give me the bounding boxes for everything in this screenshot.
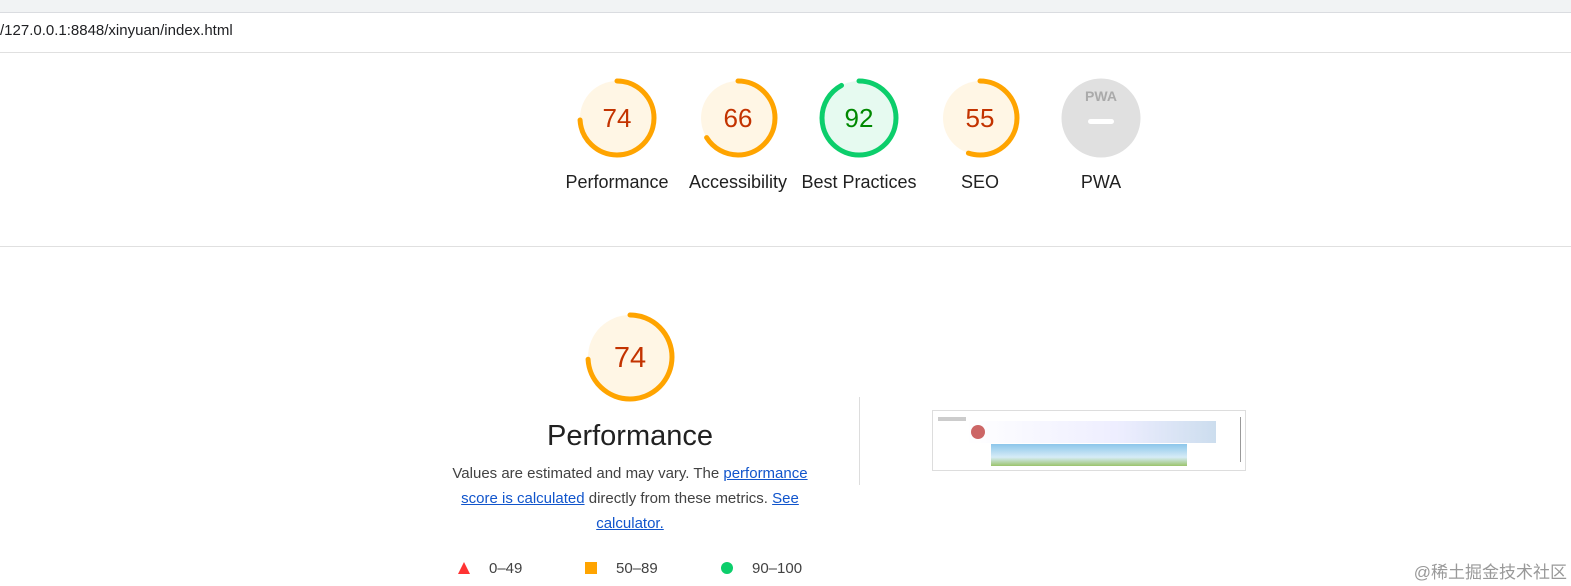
dot: [721, 562, 733, 574]
thumb-banner: [991, 444, 1187, 466]
text: directly from these metrics.: [584, 490, 768, 507]
gauge: 74: [585, 312, 675, 402]
legend-label: 90–100: [752, 560, 803, 577]
gauge-bg: [701, 81, 775, 155]
gauge-score: 74: [603, 103, 632, 133]
gauge-arc: [940, 78, 1020, 158]
legend-label: 0–49: [489, 560, 523, 577]
gauge-arc: [819, 78, 899, 158]
gauge: 55: [940, 78, 1020, 158]
gauge-bg: [588, 315, 672, 399]
gauge-arc: [585, 312, 675, 402]
link[interactable]: See calculator.: [596, 490, 799, 532]
gauge-label: Best Practices: [801, 172, 917, 192]
thumb-bar: [938, 417, 966, 421]
tab-strip: [0, 0, 1571, 13]
vertical-divider: [859, 397, 860, 485]
divider: [0, 52, 1571, 53]
gauge-bg: [1061, 78, 1141, 158]
description: Values are estimated and may vary. The p…: [435, 461, 825, 536]
gauge: PWA: [1061, 78, 1141, 158]
square: [585, 562, 597, 574]
text: Values are estimated and may vary. The: [452, 465, 724, 482]
gauge-score: 74: [614, 342, 646, 374]
watermark: @稀土掘金技术社区: [1413, 563, 1567, 582]
gauge-bg: [943, 81, 1017, 155]
screenshot-thumbnail: [932, 410, 1246, 471]
pwa-dash: [1088, 119, 1114, 124]
legend-label: 50–89: [616, 560, 658, 577]
link[interactable]: performance score is calculated: [461, 465, 808, 507]
gauge-label: Performance: [565, 172, 669, 192]
gauge: 74: [577, 78, 657, 158]
pwa-badge: PWA: [1085, 88, 1117, 104]
legend-icon: [458, 562, 470, 574]
gauge-score: 92: [845, 103, 874, 133]
legend-icon: [585, 562, 597, 574]
section-title: Performance: [546, 420, 713, 452]
gauge-label: Accessibility: [688, 172, 788, 192]
divider: [0, 246, 1571, 247]
triangle: [458, 562, 470, 574]
gauge-score: 55: [966, 103, 995, 133]
thumb-scroll: [1240, 417, 1241, 462]
gauge-arc: [577, 78, 657, 158]
gauge-score: 66: [724, 103, 753, 133]
gauge: 92: [819, 78, 899, 158]
gauge-bg: [822, 81, 896, 155]
gauge-bg: [580, 81, 654, 155]
legend-icon: [721, 562, 733, 574]
gauge-label: PWA: [1080, 172, 1122, 192]
thumb-header: [966, 421, 1216, 443]
gauge-label: SEO: [960, 172, 999, 192]
thumb-logo: [971, 425, 985, 439]
gauge: 66: [698, 78, 778, 158]
address-bar[interactable]: /127.0.0.1:8848/xinyuan/index.html: [0, 22, 233, 39]
gauge-arc: [698, 78, 778, 158]
